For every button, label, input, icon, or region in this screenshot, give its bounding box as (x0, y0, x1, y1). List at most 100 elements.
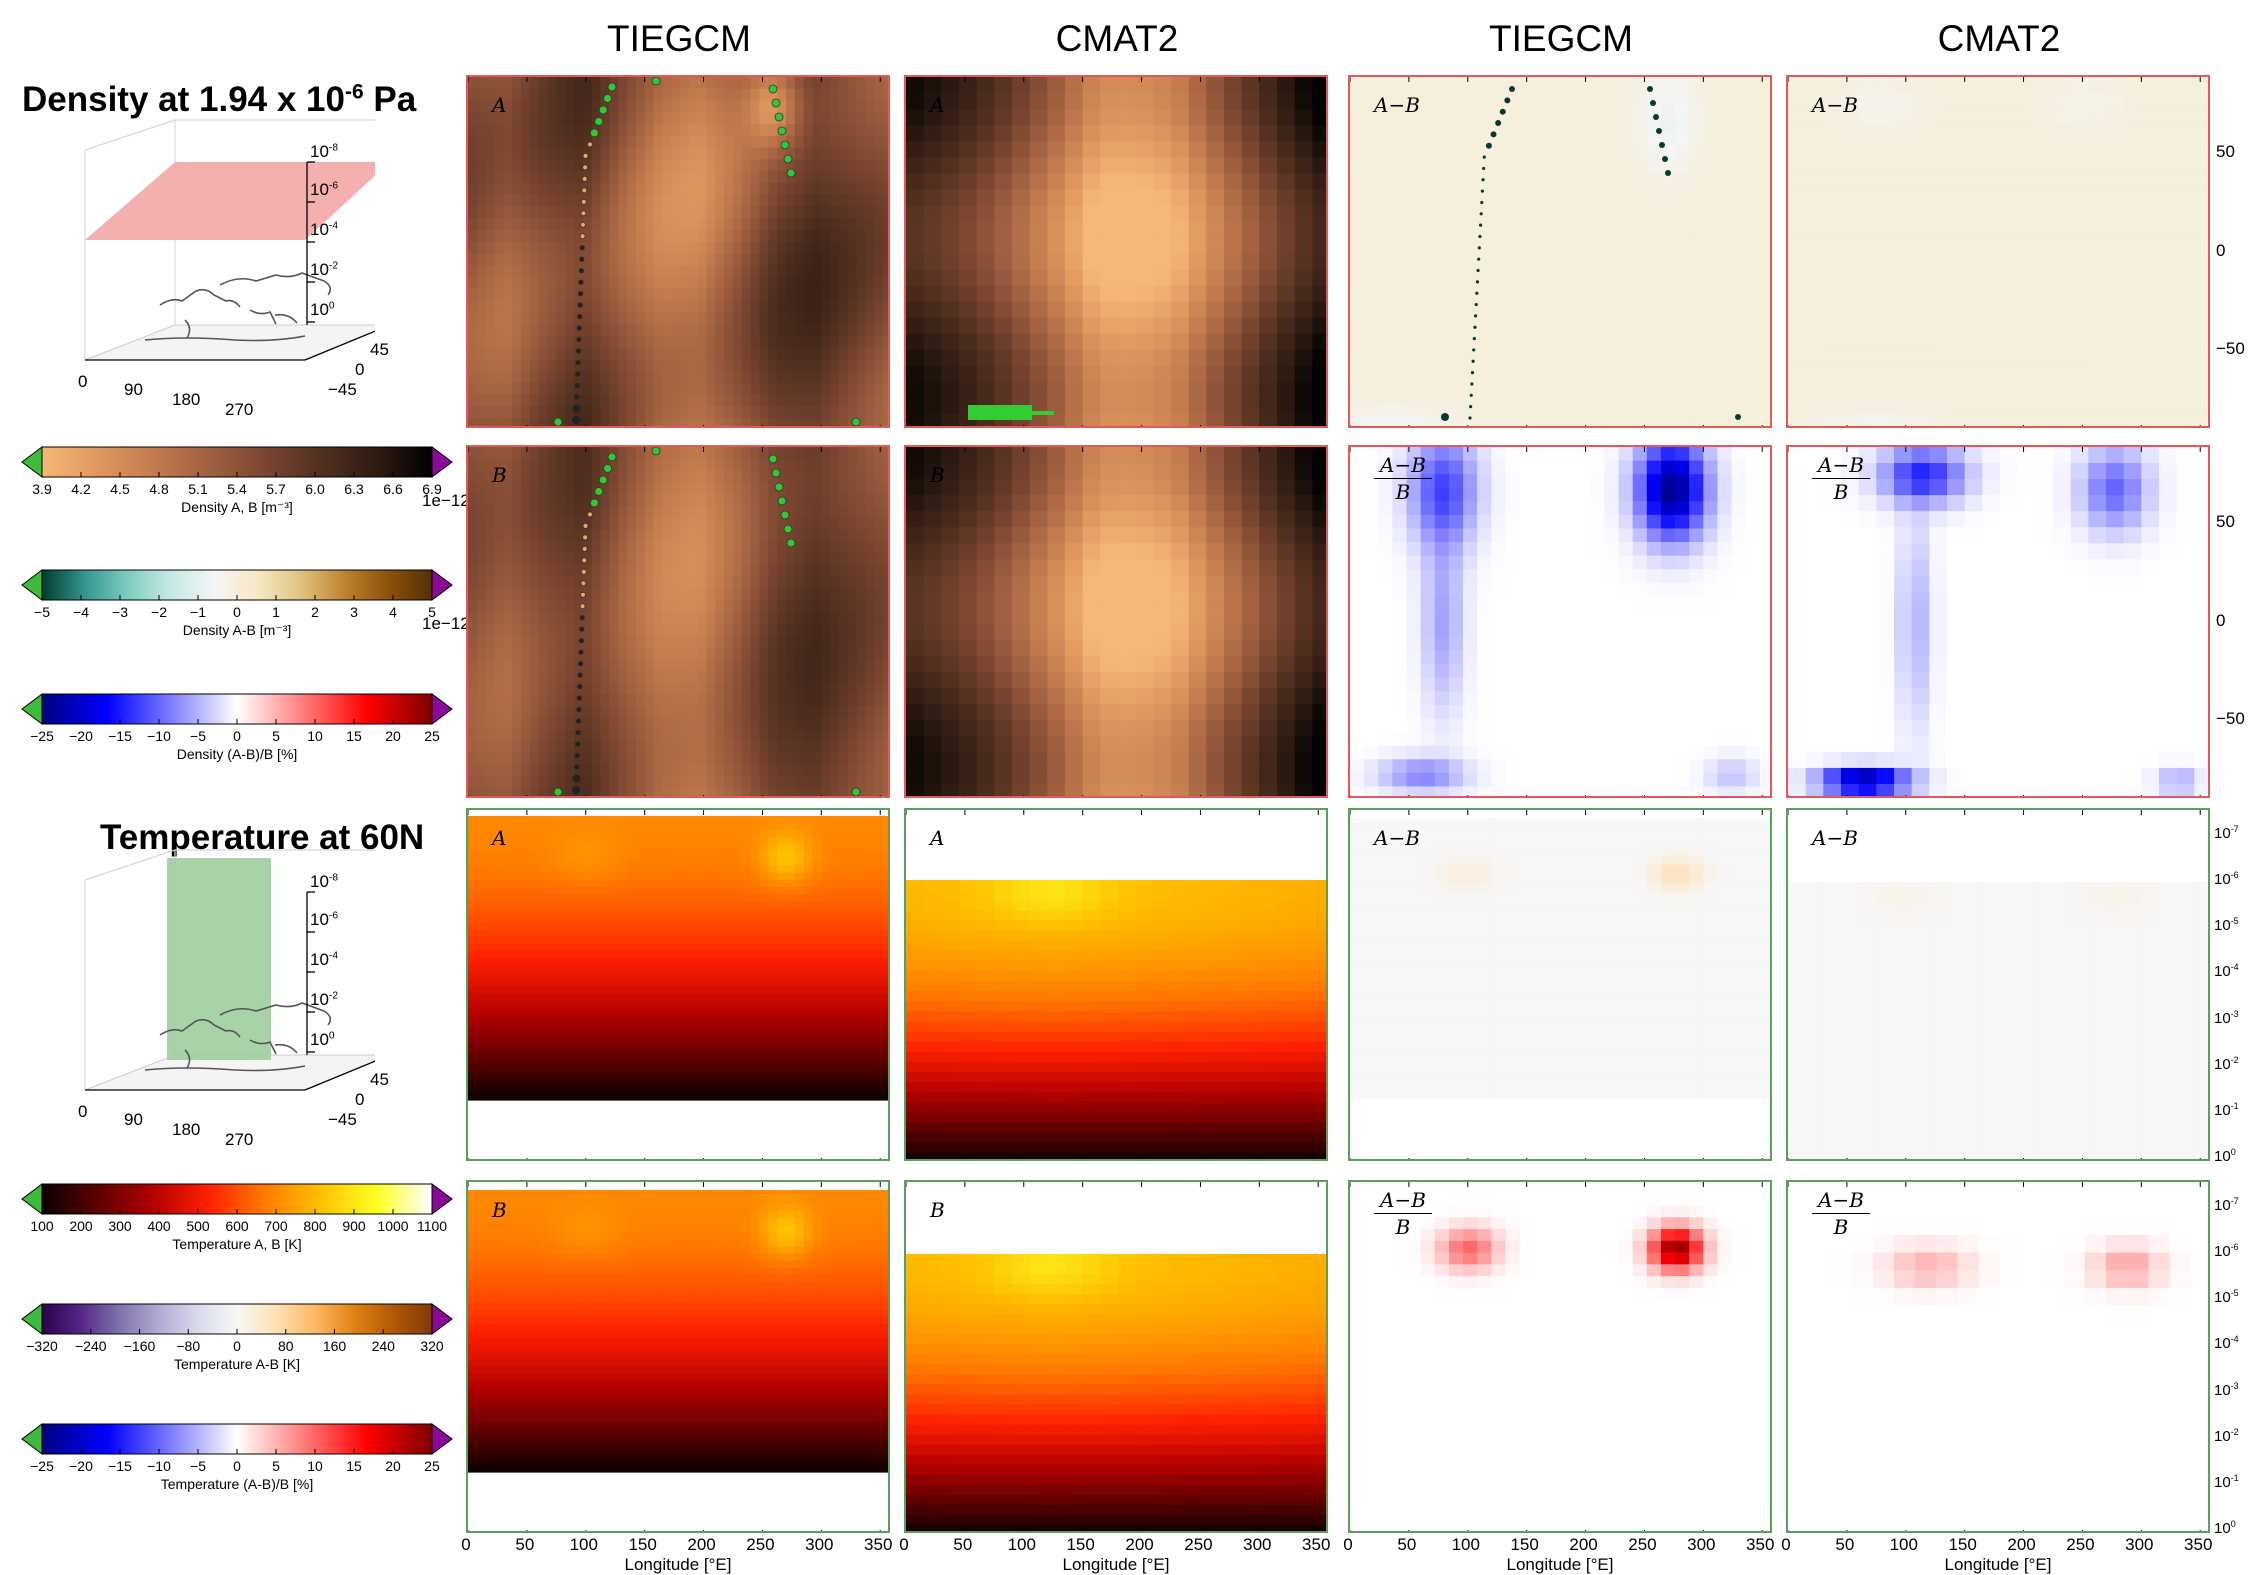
colorbar-5-tick-10: 25 (424, 1458, 440, 1474)
panel-label-r2-c2: B (930, 463, 945, 487)
lat-tick-r1-1: 0 (2216, 241, 2225, 261)
panel-label-r3-c3: A−B (1374, 826, 1420, 850)
pressure-tick-r3-2: 10-5 (2214, 916, 2239, 934)
pressure-tick-r3-5: 10-2 (2214, 1055, 2239, 1073)
colorbar-gradient-2 (0, 692, 470, 732)
heatmap-r2-c2 (906, 447, 1328, 798)
heatmap-r1-c3 (1350, 77, 1772, 428)
density-globe-lon-tick-0: 0 (78, 372, 87, 392)
colorbar-3-tick-10: 1100 (417, 1218, 447, 1234)
lat-tick-r2-1: 0 (2216, 611, 2225, 631)
lon-tick-c2-0: 0 (899, 1535, 908, 1555)
pressure-tick-r4-2: 10-5 (2214, 1288, 2239, 1306)
pressure-tick-r4-3: 10-4 (2214, 1334, 2239, 1352)
lon-tick-c4-1: 50 (1835, 1535, 1854, 1555)
colorbar-3-tick-5: 600 (225, 1218, 248, 1234)
colorbar-2-tick-10: 25 (424, 728, 440, 744)
colorbar-0-tick-4: 5.1 (188, 481, 207, 497)
panel-r3-c4: A−B (1786, 808, 2210, 1161)
colorbar-4-tick-2: −160 (124, 1338, 156, 1354)
colorbar-0-label: Density A, B [m⁻³] (181, 499, 293, 516)
colorbar-3-tick-4: 500 (186, 1218, 209, 1234)
temperature-globe-lon-tick-3: 270 (225, 1130, 253, 1150)
colorbar-3-tick-7: 800 (303, 1218, 326, 1234)
colorbar-3-label: Temperature A, B [K] (172, 1236, 301, 1252)
temperature-globe-z-tick-4: 100 (310, 1030, 335, 1050)
lon-tick-c2-4: 200 (1125, 1535, 1153, 1555)
temperature-globe-lat-tick-2: −45 (328, 1110, 357, 1130)
colorbar-0-tick-8: 6.3 (344, 481, 363, 497)
colorbar-1-tick-0: −5 (34, 604, 50, 620)
colorbar-4-tick-8: 320 (420, 1338, 443, 1354)
heatmap-r3-c2 (906, 810, 1328, 1161)
lon-tick-c2-7: 350 (1302, 1535, 1330, 1555)
lon-tick-c2-6: 300 (1243, 1535, 1271, 1555)
colorbar-5-tick-4: −5 (190, 1458, 206, 1474)
lon-tick-c1-3: 150 (628, 1535, 656, 1555)
temperature-globe-lat-tick-1: 0 (355, 1090, 364, 1110)
temperature-globe-lon-tick-0: 0 (78, 1102, 87, 1122)
colorbar-0-tick-2: 4.5 (110, 481, 129, 497)
panel-label-r3-c1: A (492, 826, 506, 850)
colorbar-1-tick-2: −3 (112, 604, 128, 620)
lon-tick-c1-1: 50 (515, 1535, 534, 1555)
lat-tick-r2-2: −50 (2216, 709, 2245, 729)
panel-label-r1-c3: A−B (1374, 93, 1420, 117)
heatmap-r1-c1 (468, 77, 890, 428)
temperature-globe-z-tick-3: 10-2 (310, 990, 338, 1010)
colorbar-0-tick-7: 6.0 (305, 481, 324, 497)
panel-r2-c1: B (466, 445, 890, 798)
colorbar-5-label: Temperature (A-B)/B [%] (161, 1476, 314, 1492)
lon-tick-c1-5: 250 (746, 1535, 774, 1555)
colorbar-5-tick-5: 0 (233, 1458, 241, 1474)
pressure-tick-r4-6: 10-1 (2214, 1473, 2239, 1491)
colorbar-gradient-3 (0, 1182, 470, 1222)
density-globe-z-tick-3: 10-2 (310, 260, 338, 280)
colorbar-2-tick-3: −10 (147, 728, 171, 744)
colorbar-3-tick-9: 1000 (377, 1218, 408, 1234)
panel-label-r3-c4: A−B (1812, 826, 1858, 850)
colorbar-2-tick-6: 5 (272, 728, 280, 744)
heatmap-r3-c1 (468, 810, 890, 1161)
lon-tick-c3-1: 50 (1397, 1535, 1416, 1555)
lon-tick-c1-0: 0 (461, 1535, 470, 1555)
colorbar-2-tick-2: −15 (108, 728, 132, 744)
colorbar-gradient-4 (0, 1302, 470, 1342)
pressure-tick-r3-3: 10-4 (2214, 962, 2239, 980)
panel-label-r2-c1: B (492, 463, 507, 487)
pressure-tick-r4-7: 100 (2214, 1519, 2236, 1537)
colorbar-gradient-0 (0, 445, 470, 485)
colorbar-3-tick-2: 300 (108, 1218, 131, 1234)
x-axis-label-c3: Longitude [°E] (1507, 1555, 1614, 1575)
lat-tick-r1-0: 50 (2216, 142, 2235, 162)
panel-label-r3-c2: A (930, 826, 944, 850)
colorbar-4-tick-3: −80 (176, 1338, 200, 1354)
column-title-cmat2-1: CMAT2 (905, 18, 1329, 60)
pressure-tick-r3-7: 100 (2214, 1147, 2236, 1165)
colorbar-1-label: Density A-B [m⁻³] (183, 622, 292, 639)
heatmap-r4-c1 (468, 1182, 890, 1533)
colorbar-3-tick-6: 700 (264, 1218, 287, 1234)
colorbar-0-exponent: 1e−12 (422, 491, 470, 511)
colorbar-5-tick-9: 20 (385, 1458, 401, 1474)
heatmap-r2-c1 (468, 447, 890, 798)
colorbar-5-tick-7: 10 (307, 1458, 323, 1474)
colorbar-1-tick-5: 0 (233, 604, 241, 620)
lat-tick-r1-2: −50 (2216, 339, 2245, 359)
x-axis-label-c4: Longitude [°E] (1945, 1555, 2052, 1575)
lon-tick-c4-7: 350 (2184, 1535, 2212, 1555)
temperature-globe-lon-tick-1: 90 (124, 1110, 143, 1130)
colorbar-3-tick-3: 400 (147, 1218, 170, 1234)
temperature-globe-z-tick-2: 10-4 (310, 950, 338, 970)
pressure-tick-r4-4: 10-3 (2214, 1381, 2239, 1399)
pressure-tick-r4-0: 10-7 (2214, 1196, 2239, 1214)
colorbar-5-tick-0: −25 (30, 1458, 54, 1474)
colorbar-0-tick-6: 5.7 (266, 481, 285, 497)
